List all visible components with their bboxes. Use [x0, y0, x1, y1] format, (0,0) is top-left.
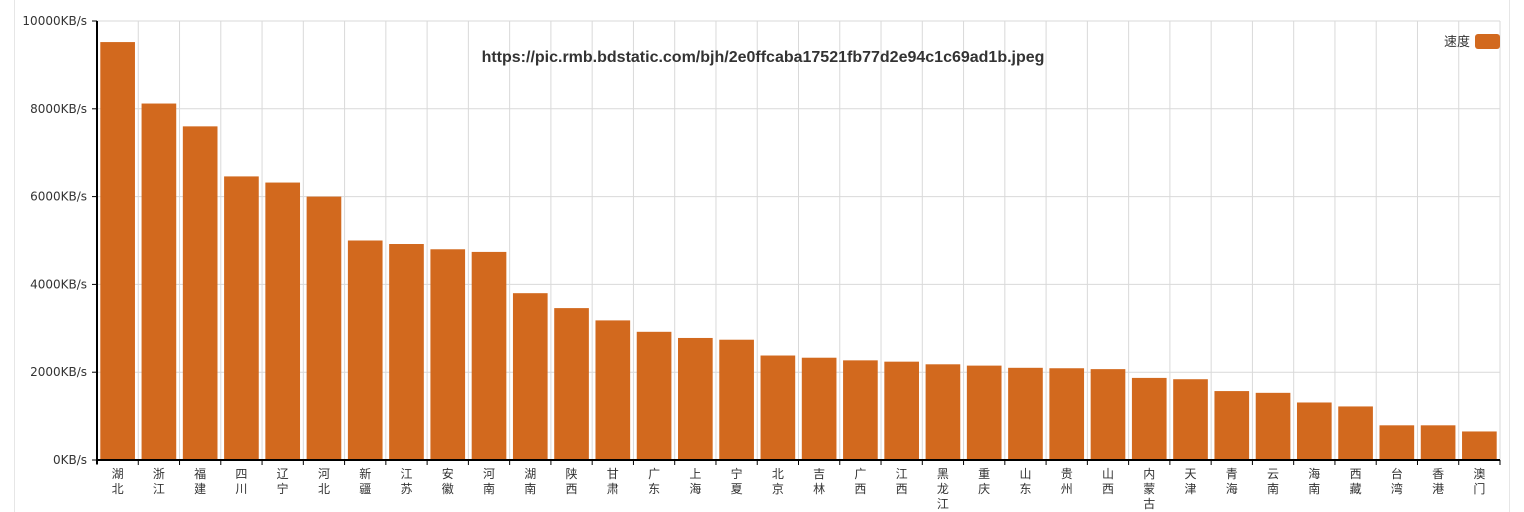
x-tick-label: 河南 [483, 467, 495, 496]
bar-台湾[interactable] [1379, 425, 1415, 460]
x-tick-label: 澳门 [1473, 467, 1485, 496]
bar-广西[interactable] [843, 360, 878, 460]
grid [97, 20, 1501, 460]
legend-swatch [1475, 34, 1500, 49]
bar-河北[interactable] [306, 196, 342, 460]
bar-吉林[interactable] [801, 357, 837, 460]
bar-河南[interactable] [471, 251, 507, 460]
bar-新疆[interactable] [347, 240, 383, 461]
bar-山东[interactable] [1008, 367, 1043, 460]
x-tick-label: 吉林 [813, 467, 825, 496]
x-tick-label: 陕西 [566, 466, 578, 496]
x-tick-label: 甘肃 [607, 467, 619, 496]
y-tick-label: 2000KB/s [30, 365, 87, 379]
bar-贵州[interactable] [1049, 368, 1085, 460]
bar-上海[interactable] [678, 337, 713, 460]
x-tick-label: 宁夏 [731, 466, 743, 496]
x-tick-label: 四川 [235, 467, 247, 496]
bar-湖北[interactable] [100, 42, 135, 461]
x-tick-label: 内蒙古 [1143, 467, 1155, 511]
bar-海南[interactable] [1296, 402, 1332, 460]
bar-辽宁[interactable] [265, 182, 301, 460]
x-tick-label: 青海 [1226, 467, 1238, 496]
x-tick-label: 海南 [1308, 466, 1320, 496]
x-tick-label: 湖南 [524, 466, 536, 496]
x-tick-label: 广东 [648, 467, 660, 496]
y-tick-label: 8000KB/s [30, 102, 87, 116]
x-tick-label: 安徽 [442, 466, 454, 496]
bar-湖南[interactable] [512, 293, 548, 460]
bar-云南[interactable] [1255, 392, 1291, 460]
x-tick-label: 河北 [318, 467, 330, 496]
x-tick-label: 台湾 [1391, 466, 1403, 496]
bar-山西[interactable] [1090, 369, 1126, 460]
x-tick-label: 天津 [1185, 467, 1197, 496]
bar-甘肃[interactable] [595, 320, 631, 460]
bars [100, 42, 1497, 461]
x-tick-label: 香港 [1432, 467, 1444, 496]
bar-福建[interactable] [182, 126, 218, 461]
x-tick-label: 湖北 [112, 466, 124, 496]
legend[interactable]: 速度 [1444, 34, 1500, 50]
x-tick-label: 贵州 [1061, 467, 1073, 496]
bar-内蒙古[interactable] [1131, 377, 1167, 460]
bar-天津[interactable] [1173, 379, 1208, 460]
bar-广东[interactable] [636, 331, 672, 460]
y-tick-label: 10000KB/s [22, 14, 87, 28]
x-tick-label: 北京 [772, 467, 784, 496]
bar-宁夏[interactable] [719, 339, 754, 460]
right-frame-line [1509, 0, 1510, 512]
x-tick-label: 云南 [1267, 467, 1279, 496]
x-tick-label: 新疆 [359, 466, 371, 496]
legend-label: 速度 [1444, 34, 1470, 50]
y-tick-label: 0KB/s [53, 453, 87, 467]
y-tick-labels: 0KB/s 2000KB/s 4000KB/s 6000KB/s 8000KB/s 100… [22, 14, 97, 467]
x-tick-label: 山西 [1102, 467, 1114, 496]
bar-黑龙江[interactable] [925, 364, 961, 460]
bar-澳门[interactable] [1462, 431, 1497, 460]
bar-香港[interactable] [1420, 425, 1456, 460]
x-tick-label: 黑龙江 [937, 467, 949, 511]
y-tick-label: 6000KB/s [30, 190, 87, 204]
bar-江苏[interactable] [389, 244, 424, 460]
x-tick-label: 重庆 [978, 467, 990, 496]
x-tick-label: 广西 [854, 467, 866, 496]
y-tick-label: 4000KB/s [30, 277, 87, 291]
left-frame-line [14, 0, 15, 512]
bar-四川[interactable] [224, 176, 259, 460]
x-tick-label: 福建 [194, 466, 206, 496]
x-tick-label: 江西 [896, 467, 908, 496]
x-tick-label: 西藏 [1350, 467, 1362, 496]
x-tick-label: 江苏 [400, 467, 412, 496]
bar-浙江[interactable] [141, 103, 177, 461]
bar-陕西[interactable] [554, 308, 589, 460]
bar-青海[interactable] [1214, 391, 1250, 460]
bar-安徽[interactable] [430, 249, 466, 460]
x-tick-label: 浙江 [153, 467, 165, 496]
x-tick-label: 上海 [689, 467, 701, 496]
bar-重庆[interactable] [966, 365, 1002, 460]
bar-北京[interactable] [760, 355, 796, 460]
x-tick-label: 辽宁 [277, 467, 289, 496]
bar-西藏[interactable] [1338, 406, 1373, 460]
chart-title: https://pic.rmb.bdstatic.com/bjh/2e0ffca… [482, 49, 1045, 66]
x-tick-label: 山东 [1019, 467, 1031, 496]
bar-江西[interactable] [884, 361, 919, 460]
